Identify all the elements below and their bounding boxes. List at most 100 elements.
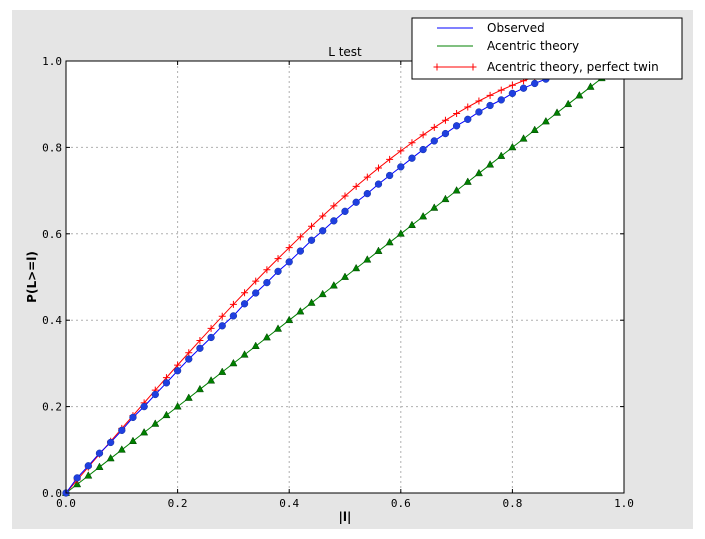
circle-marker xyxy=(140,402,148,411)
circle-marker xyxy=(430,137,438,145)
x-tick-label: 0.4 xyxy=(279,497,299,510)
circle-marker xyxy=(229,312,238,320)
circle-marker xyxy=(408,154,416,162)
triangle-marker xyxy=(151,419,160,427)
ticks: 0.0 0.2 0.4 0.6 0.8 1.0 0.0 0.2 0.4 0.6 0.8 1.0 xyxy=(42,55,634,510)
triangle-marker xyxy=(329,281,338,289)
plus-marker xyxy=(352,182,360,190)
triangle-marker xyxy=(497,151,506,159)
circle-marker xyxy=(508,89,517,98)
triangle-marker xyxy=(195,384,204,393)
triangle-marker xyxy=(162,410,171,419)
x-tick-label: 1.0 xyxy=(614,497,634,510)
legend: Observed Acentric theory Acentric theory, … xyxy=(411,17,683,80)
triangle-marker xyxy=(575,91,584,99)
triangle-marker xyxy=(240,350,249,358)
y-tick-label: 0.2 xyxy=(42,401,62,414)
circle-marker xyxy=(341,207,349,215)
y-tick-label: 1.0 xyxy=(42,55,62,68)
triangle-marker xyxy=(374,246,383,254)
plus-marker xyxy=(464,103,472,111)
legend-label: Acentric theory, perfect twin xyxy=(487,60,659,74)
circle-marker xyxy=(84,462,92,470)
plus-marker xyxy=(497,86,505,94)
x-tick-label: 0.6 xyxy=(391,497,411,510)
triangle-marker xyxy=(184,393,193,401)
triangle-marker xyxy=(207,376,216,384)
circle-marker xyxy=(285,258,293,266)
y-tick-label: 0.8 xyxy=(42,141,62,154)
plus-marker xyxy=(408,139,416,147)
legend-item: Acentric theory, perfect twin xyxy=(433,60,659,74)
triangle-marker xyxy=(73,479,82,488)
circle-marker xyxy=(252,289,260,297)
circle-marker xyxy=(352,198,360,206)
circle-marker xyxy=(196,344,204,352)
plus-marker xyxy=(263,266,271,274)
circle-marker xyxy=(452,122,461,130)
triangle-marker xyxy=(508,142,517,151)
plus-marker xyxy=(185,349,193,357)
plus-marker xyxy=(218,312,226,320)
plus-marker xyxy=(397,147,405,155)
circle-marker xyxy=(173,367,182,375)
triangle-marker xyxy=(318,289,327,298)
triangle-marker xyxy=(564,99,573,108)
triangle-marker xyxy=(441,194,450,203)
circle-marker xyxy=(118,426,126,435)
legend-item: Acentric theory xyxy=(437,39,579,53)
triangle-marker xyxy=(352,263,361,272)
plus-marker xyxy=(469,63,477,71)
triangle-marker xyxy=(95,462,104,470)
circle-marker xyxy=(185,355,193,363)
triangle-marker xyxy=(407,220,416,229)
triangle-marker xyxy=(173,402,182,410)
plus-marker xyxy=(274,255,282,263)
triangle-marker xyxy=(452,186,461,194)
triangle-marker xyxy=(586,82,595,90)
plus-marker xyxy=(285,244,293,252)
circle-marker xyxy=(73,474,81,482)
triangle-marker xyxy=(385,237,394,246)
triangle-marker xyxy=(463,177,472,185)
y-tick-label: 0.6 xyxy=(42,228,62,241)
circle-marker xyxy=(374,180,383,188)
triangle-marker xyxy=(274,324,283,332)
circle-marker xyxy=(319,227,327,235)
x-tick-label: 0.0 xyxy=(56,497,76,510)
plot-frame xyxy=(65,60,625,494)
triangle-marker xyxy=(296,307,305,315)
legend-item: Observed xyxy=(437,21,545,35)
y-axis-label: P(L>=l) xyxy=(25,251,39,303)
plus-marker xyxy=(433,63,441,71)
triangle-marker xyxy=(396,229,405,237)
x-tick-label: 0.2 xyxy=(168,497,188,510)
plus-marker xyxy=(229,300,237,308)
triangle-marker xyxy=(430,203,439,211)
triangle-marker xyxy=(128,436,137,445)
plus-marker xyxy=(441,116,449,124)
triangle-marker xyxy=(140,427,149,436)
circle-marker xyxy=(240,300,249,308)
plus-marker xyxy=(419,131,427,139)
circle-marker xyxy=(307,236,316,244)
circle-marker xyxy=(519,84,528,92)
triangle-marker xyxy=(530,125,539,133)
triangle-marker xyxy=(363,255,372,263)
plus-marker xyxy=(319,212,327,220)
x-axis-label: |l| xyxy=(339,510,352,524)
triangle-marker xyxy=(106,453,115,462)
circle-marker xyxy=(151,390,159,399)
plus-marker xyxy=(196,336,204,344)
triangle-marker xyxy=(251,341,260,349)
plus-marker xyxy=(363,173,371,181)
triangle-marker xyxy=(419,211,428,220)
circle-marker xyxy=(274,267,282,276)
chart-title: L test xyxy=(328,45,362,59)
triangle-marker xyxy=(84,471,93,479)
triangle-marker xyxy=(218,367,227,375)
circle-marker xyxy=(95,449,104,457)
circle-marker xyxy=(330,217,338,225)
circle-marker xyxy=(218,322,226,330)
